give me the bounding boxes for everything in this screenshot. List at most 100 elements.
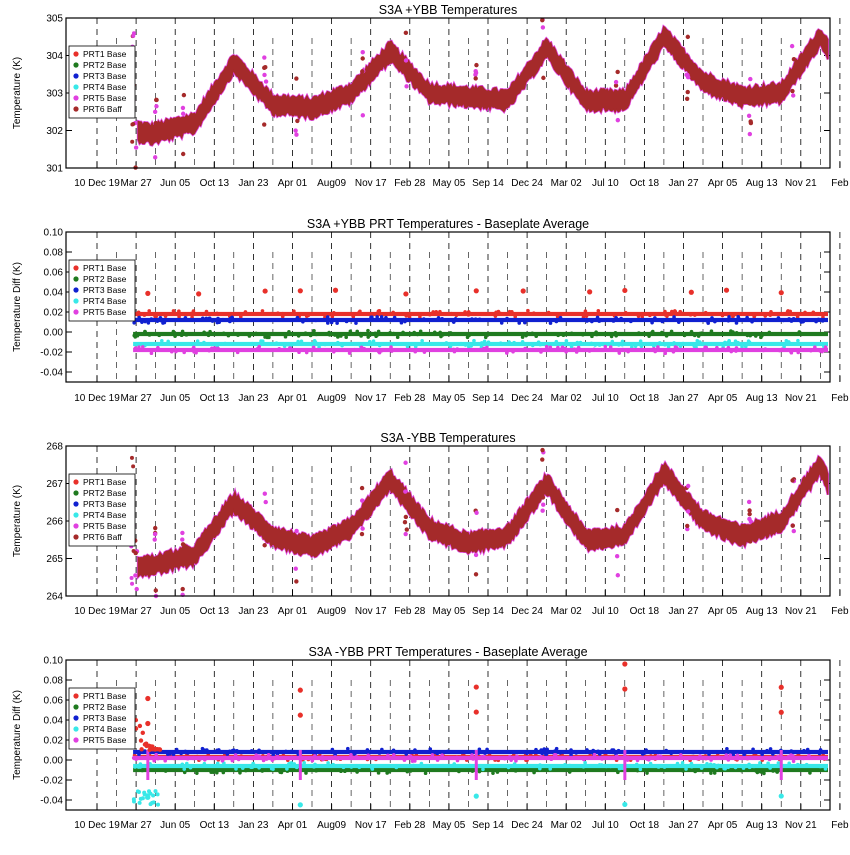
series-band bbox=[137, 25, 829, 146]
data-point bbox=[822, 756, 826, 760]
legend-entry: PRT3 Base bbox=[83, 713, 127, 723]
outlier-point bbox=[297, 288, 303, 294]
outlier-point bbox=[473, 552, 479, 558]
y-tick-label: 266 bbox=[46, 517, 63, 528]
data-point bbox=[611, 748, 616, 752]
data-point bbox=[548, 767, 553, 771]
outlier-point bbox=[152, 537, 157, 542]
data-point bbox=[504, 351, 509, 355]
data-point bbox=[215, 311, 219, 316]
data-point bbox=[368, 755, 373, 760]
data-point bbox=[239, 315, 243, 319]
outlier-point bbox=[473, 572, 479, 577]
data-point bbox=[479, 755, 484, 759]
data-point bbox=[377, 350, 382, 355]
data-point bbox=[743, 344, 748, 349]
data-point bbox=[611, 319, 616, 323]
x-tick-label: Aug09 bbox=[317, 606, 346, 617]
outlier-point bbox=[541, 75, 546, 81]
data-point bbox=[650, 329, 655, 334]
data-point bbox=[802, 748, 806, 753]
data-point bbox=[592, 347, 597, 352]
y-tick-label: 304 bbox=[46, 51, 63, 62]
data-point bbox=[628, 318, 633, 323]
data-point bbox=[379, 315, 384, 319]
data-point bbox=[329, 320, 334, 325]
data-point bbox=[373, 331, 378, 336]
data-point bbox=[173, 334, 177, 338]
data-point bbox=[140, 796, 145, 801]
data-point bbox=[556, 333, 560, 338]
data-point bbox=[146, 743, 152, 748]
data-point bbox=[221, 317, 225, 322]
data-point bbox=[244, 768, 248, 773]
data-point bbox=[753, 334, 758, 338]
outlier-point bbox=[747, 511, 752, 517]
data-point bbox=[712, 762, 716, 767]
data-point bbox=[249, 765, 253, 770]
data-point bbox=[195, 771, 199, 775]
data-point bbox=[330, 314, 335, 319]
data-point bbox=[314, 768, 319, 773]
outlier-point bbox=[152, 531, 158, 537]
data-point bbox=[204, 316, 209, 321]
data-point bbox=[499, 321, 504, 325]
legend-entry: PRT6 Baff bbox=[83, 532, 123, 542]
data-point bbox=[767, 330, 772, 335]
data-point bbox=[251, 761, 255, 766]
data-point bbox=[787, 317, 791, 321]
data-point bbox=[454, 313, 459, 318]
data-point bbox=[254, 753, 258, 758]
spike bbox=[623, 750, 627, 780]
data-point bbox=[308, 333, 313, 338]
data-point bbox=[428, 312, 432, 317]
data-point bbox=[555, 315, 560, 319]
data-point bbox=[184, 761, 189, 766]
data-point bbox=[728, 753, 733, 757]
data-point bbox=[153, 746, 158, 752]
data-point bbox=[344, 335, 348, 340]
x-tick-label: Aug09 bbox=[317, 820, 346, 831]
outlier-point bbox=[614, 554, 620, 559]
data-point bbox=[470, 753, 474, 757]
legend-marker bbox=[73, 490, 79, 496]
data-point bbox=[430, 753, 435, 757]
data-point bbox=[477, 747, 482, 752]
data-point bbox=[366, 335, 371, 339]
data-point bbox=[706, 321, 711, 325]
outlier-point bbox=[790, 88, 795, 94]
y-tick-label: 302 bbox=[46, 126, 63, 137]
data-point bbox=[548, 345, 553, 350]
data-point bbox=[401, 330, 405, 335]
data-point bbox=[386, 753, 390, 758]
data-point bbox=[587, 349, 592, 353]
legend-box bbox=[68, 473, 136, 547]
data-point bbox=[664, 748, 669, 753]
data-point bbox=[698, 331, 702, 336]
data-point bbox=[412, 330, 417, 335]
legend-entry: PRT2 Base bbox=[83, 702, 127, 712]
data-point bbox=[388, 330, 392, 335]
data-point bbox=[312, 328, 316, 333]
data-point bbox=[491, 771, 495, 775]
data-point bbox=[532, 770, 536, 775]
data-point bbox=[257, 754, 262, 759]
data-point bbox=[166, 339, 170, 344]
data-point bbox=[202, 748, 207, 752]
data-point bbox=[182, 350, 186, 355]
data-point bbox=[326, 761, 330, 765]
data-point bbox=[463, 343, 468, 347]
data-point bbox=[151, 800, 156, 805]
data-point bbox=[581, 764, 586, 769]
data-point bbox=[227, 749, 232, 754]
outlier-point bbox=[473, 76, 478, 81]
data-point bbox=[380, 747, 384, 752]
x-tick-label: Feb bbox=[831, 393, 849, 404]
data-point bbox=[786, 754, 791, 759]
outlier-point bbox=[180, 111, 186, 116]
data-point bbox=[700, 342, 705, 346]
data-point bbox=[818, 764, 823, 769]
data-point bbox=[192, 342, 197, 347]
legend-entry: PRT4 Base bbox=[83, 296, 127, 306]
